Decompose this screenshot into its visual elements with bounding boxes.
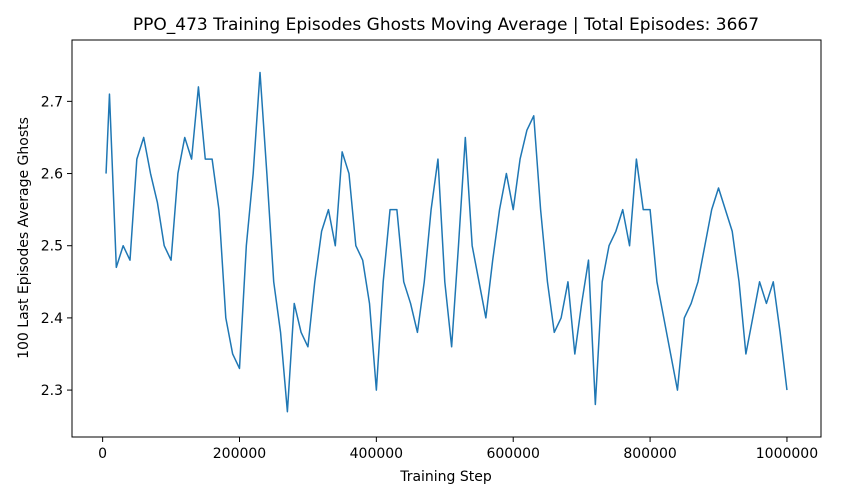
axes-frame: [71, 39, 822, 438]
x-tick-label: 200000: [213, 446, 266, 462]
x-tick-label: 800000: [623, 446, 676, 462]
x-tick-label: 0: [98, 446, 107, 462]
y-tick-label: 2.4: [41, 311, 63, 327]
y-axis-label: 100 Last Episodes Average Ghosts: [16, 117, 32, 359]
x-tick-label: 400000: [350, 446, 403, 462]
y-tick-label: 2.3: [41, 383, 63, 399]
data-line: [105, 71, 788, 413]
x-tick-label: 1000000: [756, 446, 818, 462]
y-tick-label: 2.5: [41, 239, 63, 255]
x-tick-label: 600000: [486, 446, 539, 462]
x-axis-label: Training Step: [399, 469, 492, 485]
y-tick-label: 2.6: [41, 167, 63, 183]
chart-title: PPO_473 Training Episodes Ghosts Moving …: [133, 15, 759, 35]
y-tick-label: 2.7: [41, 94, 63, 110]
